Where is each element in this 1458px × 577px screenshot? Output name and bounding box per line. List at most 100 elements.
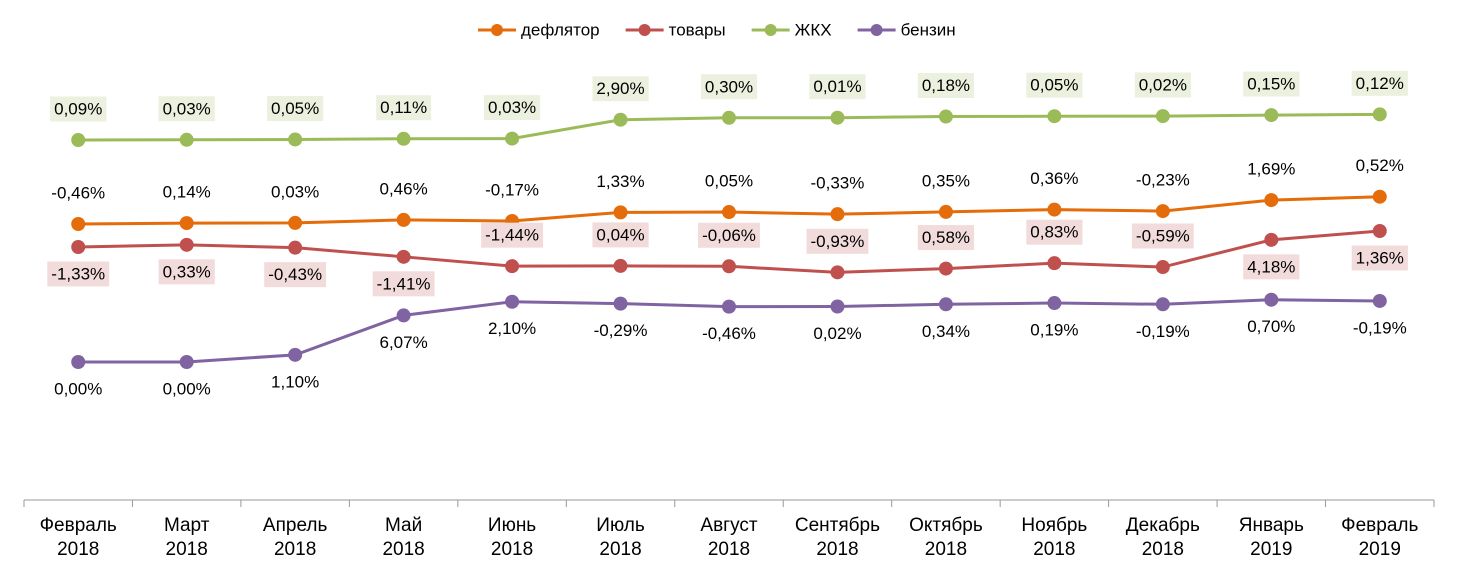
data-label-group: -0,06% xyxy=(698,222,760,248)
data-label-group: 0,03% xyxy=(158,96,215,122)
data-label: 0,09% xyxy=(54,99,102,118)
data-label-group: -0,43% xyxy=(264,262,327,288)
data-label-group: 0,03% xyxy=(271,182,319,201)
data-label-bg xyxy=(1243,71,1300,97)
x-tick-label: Июль 2018 xyxy=(596,515,645,560)
x-tick-label: Декабрь 2018 xyxy=(1125,515,1200,560)
data-label-group: 0,36% xyxy=(1030,169,1078,188)
data-label: 0,00% xyxy=(54,379,102,398)
point xyxy=(288,347,303,362)
point xyxy=(722,110,736,125)
data-label-group: 0,04% xyxy=(592,222,649,248)
data-label: 0,70% xyxy=(1247,317,1295,336)
point xyxy=(722,205,736,220)
data-label: 0,12% xyxy=(1356,74,1404,93)
data-label: 0,02% xyxy=(1139,76,1187,95)
point xyxy=(938,261,953,276)
data-label-group: 0,52% xyxy=(1356,156,1404,175)
point xyxy=(1047,109,1062,124)
data-label-bg xyxy=(592,222,649,248)
data-label: 4,18% xyxy=(1247,257,1295,276)
legend-label: дефлятор xyxy=(521,20,600,39)
point xyxy=(396,212,411,227)
data-label: -0,19% xyxy=(1136,322,1190,341)
data-label-group: 0,11% xyxy=(376,95,432,121)
point xyxy=(1372,224,1387,239)
point xyxy=(1047,202,1062,217)
data-label-group: 0,46% xyxy=(380,179,428,198)
data-label: -0,23% xyxy=(1136,171,1190,190)
data-label-group: 0,58% xyxy=(917,225,975,251)
data-label-group: 0,02% xyxy=(813,324,861,343)
point xyxy=(613,296,628,311)
x-tick-label: Апрель 2018 xyxy=(262,515,328,560)
data-label: 0,11% xyxy=(380,98,427,117)
point xyxy=(1372,189,1387,204)
data-label-bg xyxy=(376,95,432,121)
data-label-bg xyxy=(809,74,866,100)
data-label-group: 0,15% xyxy=(1243,71,1300,97)
data-label-bg xyxy=(1026,219,1083,245)
point xyxy=(830,207,845,222)
legend-label: товары xyxy=(669,20,726,39)
data-label-group: 0,83% xyxy=(1026,219,1083,245)
point xyxy=(1372,107,1387,122)
data-label: 0,04% xyxy=(596,225,644,244)
point xyxy=(722,299,736,314)
data-label-group: 0,03% xyxy=(483,95,541,121)
data-label: -0,43% xyxy=(268,265,322,284)
data-label-group: -0,19% xyxy=(1353,318,1407,337)
data-label-group: 1,36% xyxy=(1351,245,1408,271)
data-label-bg xyxy=(1243,254,1300,280)
data-label-bg xyxy=(158,96,215,122)
data-label-group: 2,90% xyxy=(592,76,649,102)
data-label: 0,30% xyxy=(705,77,753,96)
point xyxy=(722,259,736,274)
data-label-bg xyxy=(1351,70,1408,96)
point xyxy=(505,259,520,274)
point xyxy=(1372,293,1387,308)
data-label: 1,10% xyxy=(271,372,319,391)
data-label-group: 0,14% xyxy=(163,183,211,202)
data-label-group: 0,33% xyxy=(158,259,215,285)
legend-marker xyxy=(870,24,883,36)
data-label-group: 6,07% xyxy=(380,333,428,352)
data-label: -1,44% xyxy=(485,226,539,245)
data-label-bg xyxy=(1026,72,1083,98)
data-label: 0,36% xyxy=(1030,169,1078,188)
point xyxy=(1155,260,1170,275)
data-label: 0,05% xyxy=(1030,76,1078,95)
data-label: 0,35% xyxy=(922,171,970,190)
data-label: -1,33% xyxy=(51,264,105,283)
legend-label: ЖКХ xyxy=(795,20,832,39)
point xyxy=(938,109,953,124)
data-label: 0,15% xyxy=(1247,75,1295,94)
data-label: 0,33% xyxy=(163,262,211,281)
data-label: 0,83% xyxy=(1030,223,1078,242)
data-label-group: 2,10% xyxy=(488,319,536,338)
data-label: 0,05% xyxy=(705,172,753,191)
data-label-group: 0,09% xyxy=(50,96,107,122)
data-label-group: 0,34% xyxy=(922,322,970,341)
data-label-group: 1,69% xyxy=(1247,160,1295,179)
x-tick-label: Ноябрь 2018 xyxy=(1021,515,1088,560)
data-label-group: -1,41% xyxy=(372,271,435,297)
data-label-bg xyxy=(372,271,435,297)
data-label-group: -0,19% xyxy=(1136,322,1190,341)
point xyxy=(71,355,86,369)
point xyxy=(830,110,845,125)
legend-label: бензин xyxy=(901,20,956,39)
data-label-bg xyxy=(917,73,975,99)
point xyxy=(830,299,845,314)
data-label-group: 0,01% xyxy=(809,74,866,100)
point xyxy=(179,216,194,231)
data-label-bg xyxy=(592,76,649,102)
x-tick-label: Октябрь 2018 xyxy=(909,515,983,560)
data-label-group: 0,00% xyxy=(54,379,102,398)
data-label-bg xyxy=(1351,245,1408,271)
data-label-group: 0,70% xyxy=(1247,317,1295,336)
data-label-bg xyxy=(481,222,544,248)
x-tick-label: Февраль 2019 xyxy=(1341,515,1419,560)
x-tick-label: Июнь 2018 xyxy=(487,515,537,560)
